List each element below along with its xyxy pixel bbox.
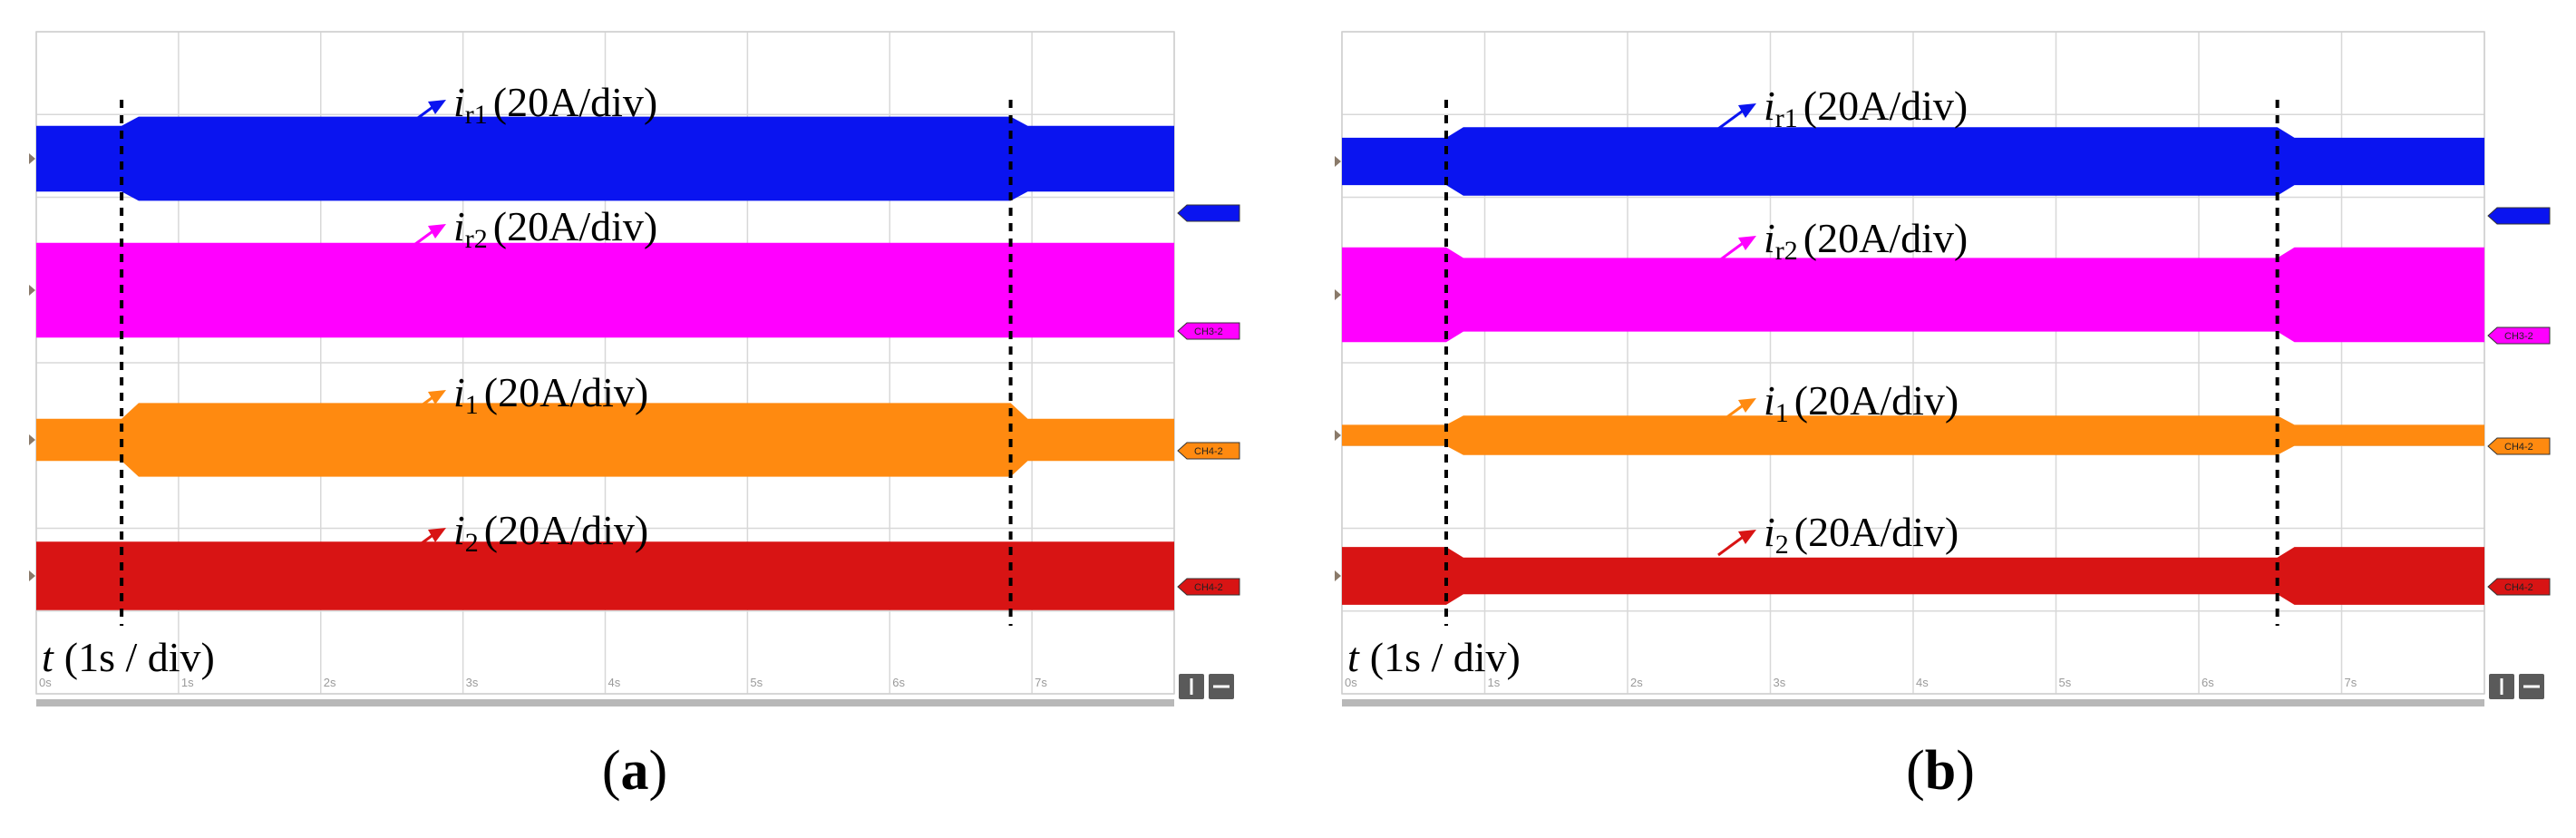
x-tick-label: 0s [39, 676, 52, 689]
channel-tag: CH4-2 [2487, 578, 2551, 596]
series-arrow [1717, 103, 1756, 131]
series-label-i-1: i1 (20A/div) [453, 369, 648, 420]
series-arrow [1717, 236, 1756, 263]
waveform-i-2 [1342, 547, 2484, 605]
channel-tag-label: CH4-2 [2504, 442, 2533, 453]
channel-tag: CH4-2 [1177, 442, 1240, 460]
x-tick-label: 2s [324, 676, 336, 689]
plot-frame [1341, 31, 2485, 695]
x-tick-label: 3s [1774, 676, 1786, 689]
series-label-i-r2: ir2 (20A/div) [453, 203, 657, 254]
channel-tag-shape [2487, 437, 2551, 455]
x-tick-label: 1s [181, 676, 194, 689]
channel-tag-shape [1177, 442, 1240, 460]
x-tick-label: 4s [1916, 676, 1929, 689]
time-scrollbar[interactable] [36, 699, 1174, 706]
channel-tag-shape [1177, 322, 1240, 340]
channel-tag-shape [1177, 578, 1240, 596]
channel-tag [1177, 204, 1240, 222]
channel-tag-shape [1177, 204, 1240, 222]
channel-tag [2487, 207, 2551, 225]
waveform-i-1 [36, 403, 1174, 477]
channel-ground-marker [29, 153, 35, 164]
waveform-i-r2 [36, 242, 1174, 338]
x-tick-label: 2s [1630, 676, 1643, 689]
channel-ground-marker [1335, 430, 1341, 441]
channel-tag-shape [2487, 326, 2551, 345]
channel-tag-label: CH3-2 [1194, 326, 1223, 337]
cursor-horizontal-button[interactable] [1209, 674, 1234, 699]
channel-tag: CH3-2 [2487, 326, 2551, 345]
cursor-vertical-button[interactable] [1179, 674, 1204, 699]
series-arrow [407, 224, 446, 251]
channel-ground-marker [1335, 156, 1341, 167]
channel-tag-label: CH4-2 [1194, 582, 1223, 593]
channel-tag-label: CH3-2 [2504, 331, 2533, 342]
time-scrollbar[interactable] [1342, 699, 2484, 706]
series-arrow [407, 390, 446, 417]
waveform-i-1 [1342, 415, 2484, 455]
x-axis-label: t (1s / div) [42, 634, 215, 680]
series-arrow [1717, 530, 1756, 557]
cursor-vertical-button[interactable] [2489, 674, 2514, 699]
panel-caption: (b) [1906, 740, 1975, 802]
waveform-i-r2 [1342, 247, 2484, 343]
x-tick-label: 6s [892, 676, 905, 689]
channel-tag-shape [2487, 207, 2551, 225]
x-tick-label: 7s [2345, 676, 2357, 689]
cursor-horizontal-button[interactable] [2519, 674, 2544, 699]
waveform-i-r1 [1342, 127, 2484, 196]
series-arrow [407, 528, 446, 555]
x-tick-label: 5s [750, 676, 763, 689]
x-axis-label: t (1s / div) [1347, 634, 1521, 680]
x-tick-label: 0s [1345, 676, 1357, 689]
series-label-i-r2: ir2 (20A/div) [1764, 215, 1968, 266]
channel-tag-label: CH4-2 [1194, 446, 1223, 457]
channel-ground-marker [29, 570, 35, 581]
x-tick-label: 3s [466, 676, 479, 689]
series-label-i-2: i2 (20A/div) [453, 507, 648, 558]
series-label-i-r1: ir1 (20A/div) [453, 79, 657, 130]
plot-frame [35, 31, 1175, 695]
channel-tag-label: CH4-2 [2504, 582, 2533, 593]
series-label-i-r1: ir1 (20A/div) [1764, 83, 1968, 133]
x-tick-label: 6s [2202, 676, 2214, 689]
x-tick-label: 7s [1035, 676, 1047, 689]
channel-ground-marker [1335, 570, 1341, 581]
waveform-i-2 [36, 541, 1174, 610]
x-tick-label: 4s [608, 676, 621, 689]
panel-a: ir1 (20A/div) CH3-2 ir2 (20A/div) CH4-2 i1 (20A… [29, 31, 1240, 802]
panel-b: ir1 (20A/div) CH3-2 ir2 (20A/div) CH4-2 i1 (20A… [1335, 31, 2551, 802]
x-tick-label: 5s [2059, 676, 2072, 689]
series-arrow [1717, 398, 1756, 425]
series-label-i-1: i1 (20A/div) [1764, 377, 1959, 428]
channel-tag: CH4-2 [2487, 437, 2551, 455]
channel-tag: CH3-2 [1177, 322, 1240, 340]
series-label-i-2: i2 (20A/div) [1764, 509, 1959, 560]
channel-ground-marker [29, 434, 35, 445]
panel-caption: (a) [602, 740, 667, 802]
channel-ground-marker [1335, 289, 1341, 300]
channel-tag-shape [2487, 578, 2551, 596]
x-tick-label: 1s [1488, 676, 1501, 689]
channel-ground-marker [29, 285, 35, 296]
waveform-i-r1 [36, 116, 1174, 201]
channel-tag: CH4-2 [1177, 578, 1240, 596]
series-arrow [407, 100, 446, 127]
